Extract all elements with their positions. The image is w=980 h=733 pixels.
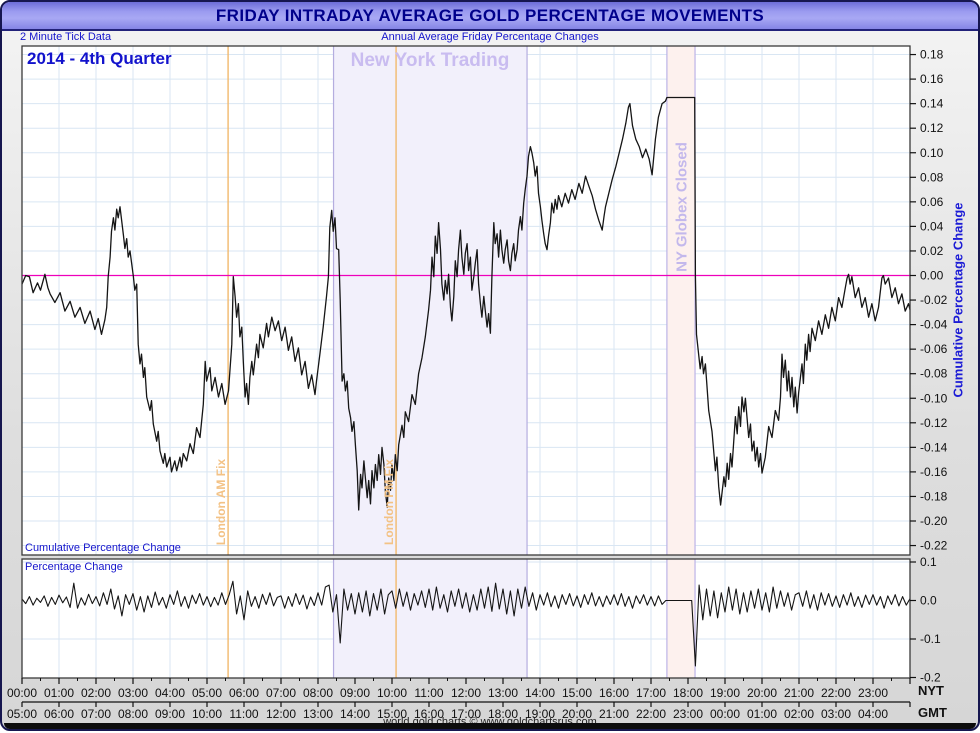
nyt-axis-caption: NYT [918,683,944,698]
gmt-time-label: 20:00 [562,707,592,721]
gmt-time-label: 18:00 [488,707,518,721]
y-tick-label: 0.14 [920,97,944,111]
window-bottom-edge [4,723,976,729]
nyt-time-label: 14:00 [525,686,555,700]
subtitle-row: 2 Minute Tick Data Annual Average Friday… [2,31,978,46]
y-tick-label: 0.02 [920,244,944,258]
nyt-time-label: 22:00 [821,686,851,700]
y-tick-label: -0.20 [920,514,948,528]
gmt-time-label: 13:00 [303,707,333,721]
gmt-time-label: 14:00 [340,707,370,721]
y-tick-label: -0.2 [920,671,941,685]
gmt-time-label: 16:00 [414,707,444,721]
nyt-time-label: 12:00 [451,686,481,700]
gmt-time-label: 11:00 [229,707,258,721]
y-tick-label: 0.12 [920,121,944,135]
gmt-axis-caption: GMT [918,705,947,720]
chart-title: 2014 - 4th Quarter [27,49,172,68]
tick-data-note: 2 Minute Tick Data [20,31,112,43]
y-tick-label: -0.12 [920,416,948,430]
subtitle-note: Annual Average Friday Percentage Changes [381,31,599,43]
nyt-time-label: 06:00 [229,686,259,700]
cumulative-panel-label: Cumulative Percentage Change [25,542,181,554]
gmt-time-label: 17:00 [451,707,481,721]
nyt-time-label: 16:00 [599,686,629,700]
gmt-time-label: 03:00 [821,707,851,721]
gmt-time-label: 07:00 [81,707,111,721]
nyt-time-label: 10:00 [377,686,407,700]
ny-trading-band [333,46,528,555]
y-tick-label: -0.16 [920,465,948,479]
nyt-time-label: 20:00 [747,686,777,700]
gmt-time-label: 10:00 [192,707,222,721]
gmt-time-label: 05:00 [7,707,37,721]
y-tick-label: 0.06 [920,195,944,209]
y-tick-label: 0.0 [920,594,937,608]
gmt-time-label: 22:00 [636,707,666,721]
nyt-time-label: 03:00 [118,686,148,700]
y-tick-label: 0.16 [920,72,944,86]
nyt-time-label: 15:00 [562,686,592,700]
y-tick-label: -0.1 [920,632,941,646]
tick-series-line [21,580,911,667]
ny-trading-band [333,559,528,678]
nyt-time-label: 23:00 [858,686,888,700]
nyt-time-label: 11:00 [414,686,443,700]
titlebar: FRIDAY INTRADAY AVERAGE GOLD PERCENTAGE … [2,2,978,31]
london-pm-fix-label: London PM Fix [382,459,396,545]
gmt-time-label: 01:00 [747,707,777,721]
globex-closed-band [666,559,696,678]
nyt-time-label: 21:00 [784,686,814,700]
y-tick-label: -0.18 [920,489,948,503]
y-tick-label: -0.06 [920,342,948,356]
y-tick-label: 0.1 [920,555,937,569]
y-tick-label: -0.08 [920,367,948,381]
nyt-time-label: 08:00 [303,686,333,700]
y-tick-label: 0.00 [920,269,944,283]
y-tick-label: 0.08 [920,170,944,184]
london-am-fix-label: London AM Fix [214,458,228,546]
gmt-time-label: 23:00 [673,707,703,721]
y-tick-label: -0.22 [920,539,948,553]
gmt-time-label: 19:00 [525,707,555,721]
gmt-time-label: 02:00 [784,707,814,721]
y-tick-label: 0.10 [920,146,944,160]
y-tick-label: -0.10 [920,391,948,405]
nyt-time-label: 02:00 [81,686,111,700]
gmt-time-label: 21:00 [599,707,629,721]
nyt-time-label: 00:00 [7,686,37,700]
gmt-time-label: 08:00 [118,707,148,721]
globex-closed-band [666,46,696,555]
nyt-time-label: 17:00 [636,686,666,700]
gmt-time-label: 00:00 [710,707,740,721]
nyt-time-label: 19:00 [710,686,740,700]
cumulative-series-line [21,96,911,511]
tick-panel-label: Percentage Change [25,561,123,573]
y-tick-label: -0.02 [920,293,948,307]
nyt-time-label: 13:00 [488,686,518,700]
y-tick-label: 0.04 [920,219,944,233]
gmt-time-label: 06:00 [44,707,74,721]
ny-trading-band-label: New York Trading [350,50,510,71]
nyt-time-label: 07:00 [266,686,296,700]
gmt-time-label: 04:00 [858,707,888,721]
window-title: FRIDAY INTRADAY AVERAGE GOLD PERCENTAGE … [215,5,765,25]
gmt-time-label: 12:00 [266,707,296,721]
y-tick-label: -0.04 [920,318,948,332]
y-tick-label: -0.14 [920,440,948,454]
nyt-time-label: 18:00 [673,686,703,700]
globex-closed-band-label: NY Globex Closed [673,142,691,272]
nyt-time-label: 09:00 [340,686,370,700]
nyt-time-label: 04:00 [155,686,185,700]
nyt-time-label: 01:00 [44,686,74,700]
y-tick-label: 0.18 [920,48,944,62]
nyt-time-label: 05:00 [192,686,222,700]
right-axis-title: Cumulative Percentage Change [950,202,966,398]
gmt-time-label: 15:00 [377,707,407,721]
gmt-time-label: 09:00 [155,707,185,721]
